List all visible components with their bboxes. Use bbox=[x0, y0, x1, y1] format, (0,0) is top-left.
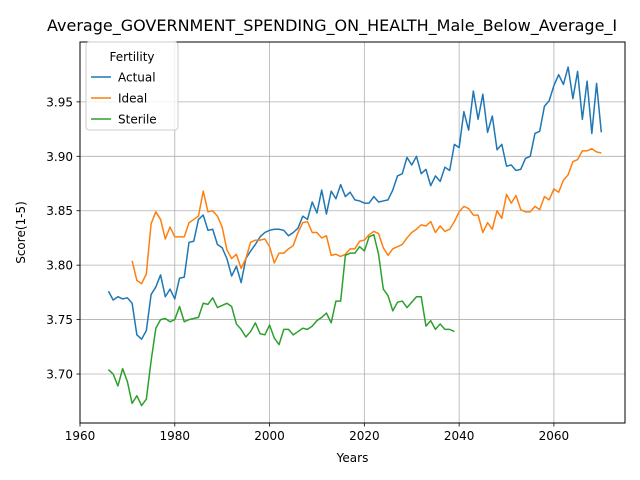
series-line-ideal bbox=[131, 147, 602, 285]
series-line-actual bbox=[107, 66, 603, 340]
chart-title: Average_GOVERNMENT_SPENDING_ON_HEALTH_Ma… bbox=[47, 16, 617, 36]
x-tick-label: 2060 bbox=[539, 429, 570, 443]
legend-label-actual: Actual bbox=[118, 71, 156, 85]
x-tick-label: 2040 bbox=[444, 429, 475, 443]
y-tick-label: 3.70 bbox=[46, 368, 73, 382]
legend-label-sterile: Sterile bbox=[118, 113, 157, 127]
y-tick-label: 3.75 bbox=[46, 313, 73, 327]
legend-entries: Actual Ideal Sterile bbox=[91, 71, 157, 127]
x-tick-label: 1980 bbox=[160, 429, 191, 443]
series-line-sterile bbox=[107, 233, 455, 407]
legend-label-ideal: Ideal bbox=[118, 92, 147, 106]
x-axis-label: Years bbox=[336, 451, 369, 465]
x-tick-label: 2000 bbox=[254, 429, 285, 443]
legend: Fertility Actual Ideal Sterile bbox=[85, 41, 179, 131]
y-tick-label: 3.95 bbox=[46, 95, 73, 109]
x-tick-label: 2020 bbox=[349, 429, 380, 443]
y-tick-label: 3.85 bbox=[46, 204, 73, 218]
axes-layer: 1960 1980 2000 2020 2040 2060 3.70 3.75 3.80 3.85… bbox=[46, 95, 569, 443]
y-axis-label: Score(1-5) bbox=[14, 201, 28, 264]
series-layer bbox=[107, 66, 603, 407]
legend-box bbox=[85, 41, 179, 131]
y-tick-label: 3.80 bbox=[46, 259, 73, 273]
legend-title: Fertility bbox=[109, 50, 154, 64]
y-tick-label: 3.90 bbox=[46, 150, 73, 164]
x-tick-label: 1960 bbox=[65, 429, 96, 443]
plot-frame bbox=[79, 41, 626, 424]
